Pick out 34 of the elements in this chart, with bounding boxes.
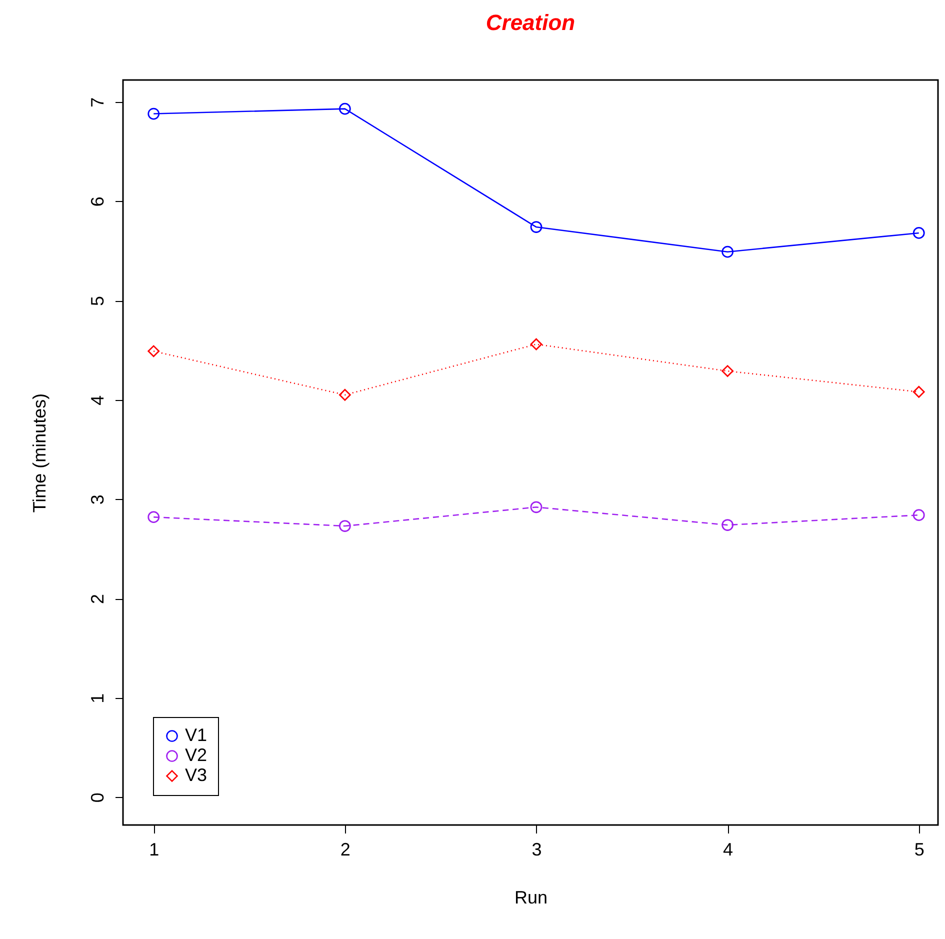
y-tick-label: 2 (88, 594, 108, 604)
point (912, 227, 925, 239)
x-tick-label: 1 (149, 840, 160, 860)
point (148, 511, 160, 523)
y-tick-label: 0 (88, 792, 108, 803)
legend-label: V1 (185, 725, 208, 745)
point (722, 246, 734, 258)
point (530, 221, 542, 233)
chart-title: Creation (486, 10, 576, 35)
point (912, 509, 925, 522)
point (912, 386, 925, 398)
legend-label: V2 (185, 745, 208, 765)
y-tick-label: 1 (88, 693, 108, 704)
x-tick-label: 4 (723, 840, 734, 860)
x-tick-label: 3 (532, 840, 542, 860)
point (338, 102, 351, 115)
point (338, 520, 351, 532)
point (148, 108, 160, 120)
point (530, 338, 542, 350)
y-axis-title: Time (minutes) (30, 393, 50, 513)
point (148, 345, 160, 358)
point (722, 365, 734, 377)
x-tick-label: 2 (340, 840, 350, 860)
y-tick-label: 4 (88, 395, 108, 406)
y-tick-label: 5 (88, 296, 108, 306)
point (338, 388, 351, 401)
point (722, 519, 734, 531)
legend-label: V3 (185, 765, 208, 785)
x-tick-label: 5 (914, 840, 924, 860)
y-tick-label: 7 (88, 97, 108, 108)
y-tick-label: 3 (88, 494, 108, 505)
x-axis-title: Run (514, 888, 548, 908)
point (530, 501, 542, 514)
y-tick-label: 6 (88, 196, 108, 207)
